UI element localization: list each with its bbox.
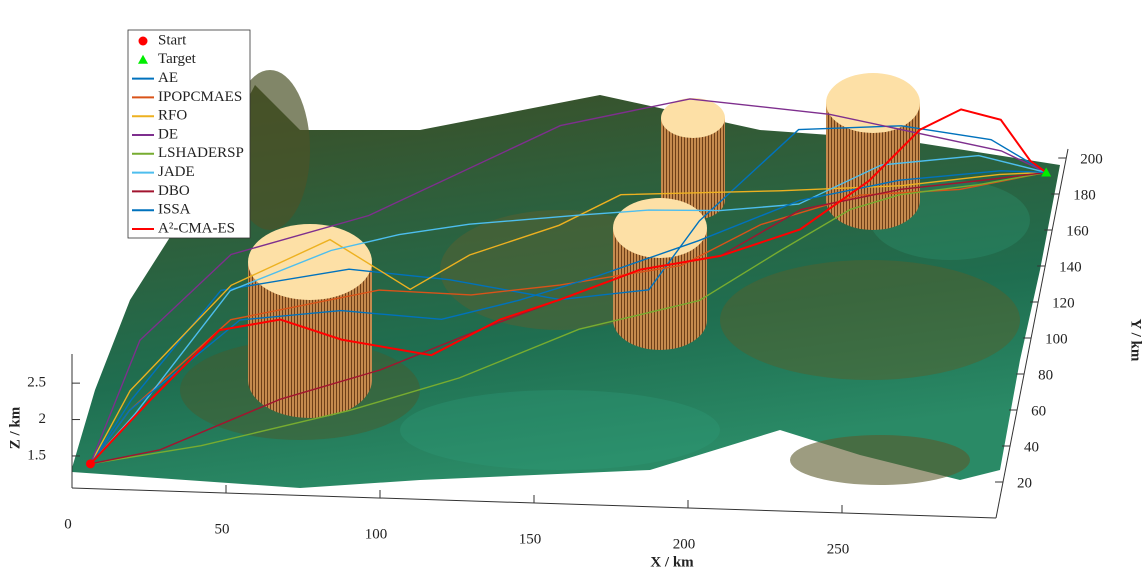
x-axis-label: X / km <box>650 554 694 570</box>
legend-label: RFO <box>158 108 187 124</box>
legend-label: JADE <box>158 164 195 180</box>
legend-label: LSHADERSP <box>158 145 244 161</box>
flight-path <box>90 171 1047 465</box>
legend-label: A²-CMA-ES <box>158 220 235 236</box>
y-tick-label: 80 <box>1038 367 1053 383</box>
y-tick-label: 40 <box>1024 439 1039 455</box>
legend-label: DBO <box>158 183 190 199</box>
start-marker <box>85 459 95 469</box>
y-tick-label: 100 <box>1045 331 1068 347</box>
legend-label: Target <box>158 51 197 67</box>
legend-label: AE <box>158 70 178 86</box>
legend-label: IPOPCMAES <box>158 89 242 105</box>
legend-label: ISSA <box>158 202 191 218</box>
y-tick-label: 140 <box>1059 259 1082 275</box>
z-tick-label: 2.5 <box>27 375 46 391</box>
x-tick-label: 0 <box>64 516 72 532</box>
legend-marker <box>138 54 148 64</box>
x-tick-label: 50 <box>215 521 230 537</box>
y-axis <box>995 148 1069 519</box>
flight-path <box>89 171 1047 465</box>
x-tick-label: 200 <box>673 536 696 552</box>
flight-path <box>89 171 1047 465</box>
z-tick-label: 1.5 <box>27 447 46 463</box>
x-tick-label: 250 <box>827 541 850 557</box>
z-tick-label: 2 <box>39 411 47 427</box>
legend-marker <box>138 36 148 46</box>
legend-label: DE <box>158 126 178 142</box>
legend-label: Start <box>158 32 187 48</box>
flight-path <box>89 98 1047 465</box>
flight-path <box>89 125 1047 465</box>
flight-path <box>89 170 1047 465</box>
y-tick-label: 160 <box>1066 223 1089 239</box>
target-marker <box>1041 167 1052 177</box>
x-tick-label: 150 <box>519 531 542 547</box>
y-tick-label: 180 <box>1073 187 1096 203</box>
y-tick-label: 120 <box>1052 295 1075 311</box>
y-tick-label: 200 <box>1080 151 1103 167</box>
y-tick-label: 60 <box>1031 403 1046 419</box>
z-axis-label: Z / km <box>7 406 23 449</box>
flight-path <box>89 154 1047 465</box>
y-tick-label: 20 <box>1017 475 1032 491</box>
y-axis-label: Y / km <box>1128 319 1144 362</box>
x-tick-label: 100 <box>365 526 388 542</box>
flight-path <box>89 108 1047 465</box>
